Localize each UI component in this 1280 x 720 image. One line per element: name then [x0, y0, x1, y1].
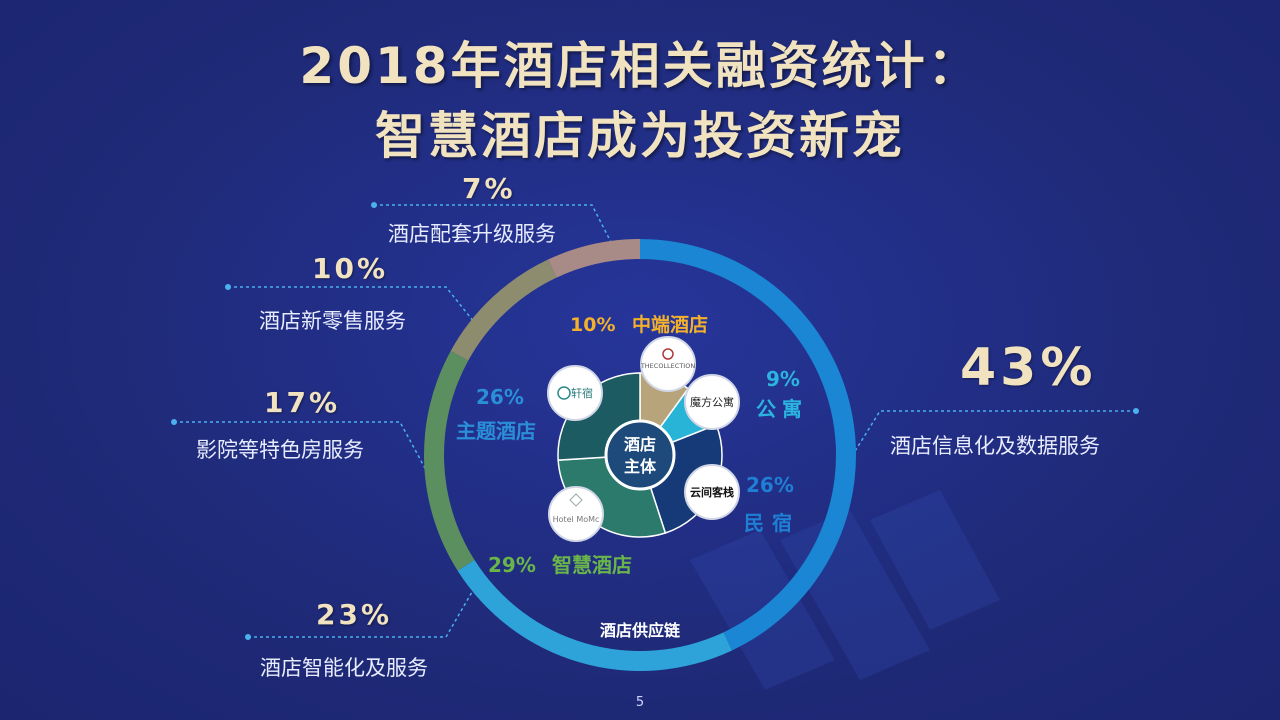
leader-dot-zhineng [245, 634, 251, 640]
center-label-line-2: 主体 [624, 457, 657, 476]
outer-pct-yingyuan: 17% [264, 386, 341, 419]
logo-zhongduan: THECOLLECTION [640, 336, 696, 392]
outer-label-xinxihua: 酒店信息化及数据服务 [890, 434, 1100, 458]
logo-zhihui: Hotel MoMc [548, 486, 604, 542]
leader-dot-peitao [371, 202, 377, 208]
outer-label-peitao: 酒店配套升级服务 [388, 222, 556, 246]
inner-label-minsu: 民宿 [744, 511, 800, 535]
outer-label-yingyuan: 影院等特色房服务 [196, 438, 364, 462]
inner-pct-minsu: 26% [746, 473, 794, 497]
outer-label-zhineng: 酒店智能化及服务 [260, 656, 428, 680]
outer-label-lingshou: 酒店新零售服务 [259, 309, 406, 333]
outer-slice-2 [424, 350, 475, 571]
leader-line-zhineng [248, 591, 473, 638]
inner-pct-zhihui: 29% [488, 553, 536, 577]
leader-line-peitao [374, 204, 617, 253]
ring-label: 酒店供应链 [600, 621, 681, 640]
leader-dot-xinxihua [1133, 408, 1139, 414]
inner-label-zhongduan: 中端酒店 [632, 313, 708, 336]
logo-leaf-icon [557, 386, 571, 400]
inner-pct-gongyu: 9% [766, 367, 800, 391]
svg-text:轩宿: 轩宿 [571, 386, 593, 400]
leader-line-xinxihua [851, 410, 1136, 457]
logo-gongyu: 魔方公寓 [684, 374, 740, 430]
logo-minsu: 云间客栈 [684, 464, 740, 520]
outer-slice-3 [450, 259, 557, 361]
logo-diamond-icon [569, 493, 583, 507]
leader-dot-yingyuan [171, 419, 177, 425]
svg-text:云间客栈: 云间客栈 [690, 485, 734, 499]
svg-text:Hotel MoMc: Hotel MoMc [553, 515, 600, 524]
inner-label-zhihui: 智慧酒店 [552, 553, 632, 577]
leader-line-lingshou [228, 286, 475, 323]
inner-pct-zhongduan: 10% [570, 314, 615, 336]
page-number: 5 [635, 695, 645, 710]
page-title-line-2: 智慧酒店成为投资新宠 [375, 107, 905, 165]
outer-pct-zhineng: 23% [316, 598, 393, 631]
page-title-line-1: 2018年酒店相关融资统计： [299, 37, 981, 95]
leader-dot-lingshou [225, 284, 231, 290]
logo-mark-icon [662, 348, 674, 360]
center-label-line-1: 酒店 [624, 435, 656, 454]
inner-pct-zhuti: 26% [476, 385, 524, 409]
svg-text:魔方公寓: 魔方公寓 [690, 395, 734, 409]
outer-ring [424, 239, 856, 671]
outer-pct-peitao: 7% [462, 172, 516, 205]
outer-slice-4 [548, 239, 640, 278]
svg-text:THECOLLECTION: THECOLLECTION [640, 362, 696, 370]
logo-zhuti: 轩宿 [547, 365, 603, 421]
outer-pct-lingshou: 10% [312, 252, 389, 285]
leader-lines [171, 202, 1139, 640]
inner-label-gongyu: 公寓 [756, 397, 808, 421]
center-circle [604, 419, 676, 491]
outer-pct-xinxihua: 43% [960, 338, 1097, 398]
leader-line-yingyuan [174, 421, 427, 471]
outer-slice-1 [457, 560, 732, 671]
outer-slice-0 [640, 239, 856, 651]
inner-label-zhuti: 主题酒店 [456, 419, 536, 443]
